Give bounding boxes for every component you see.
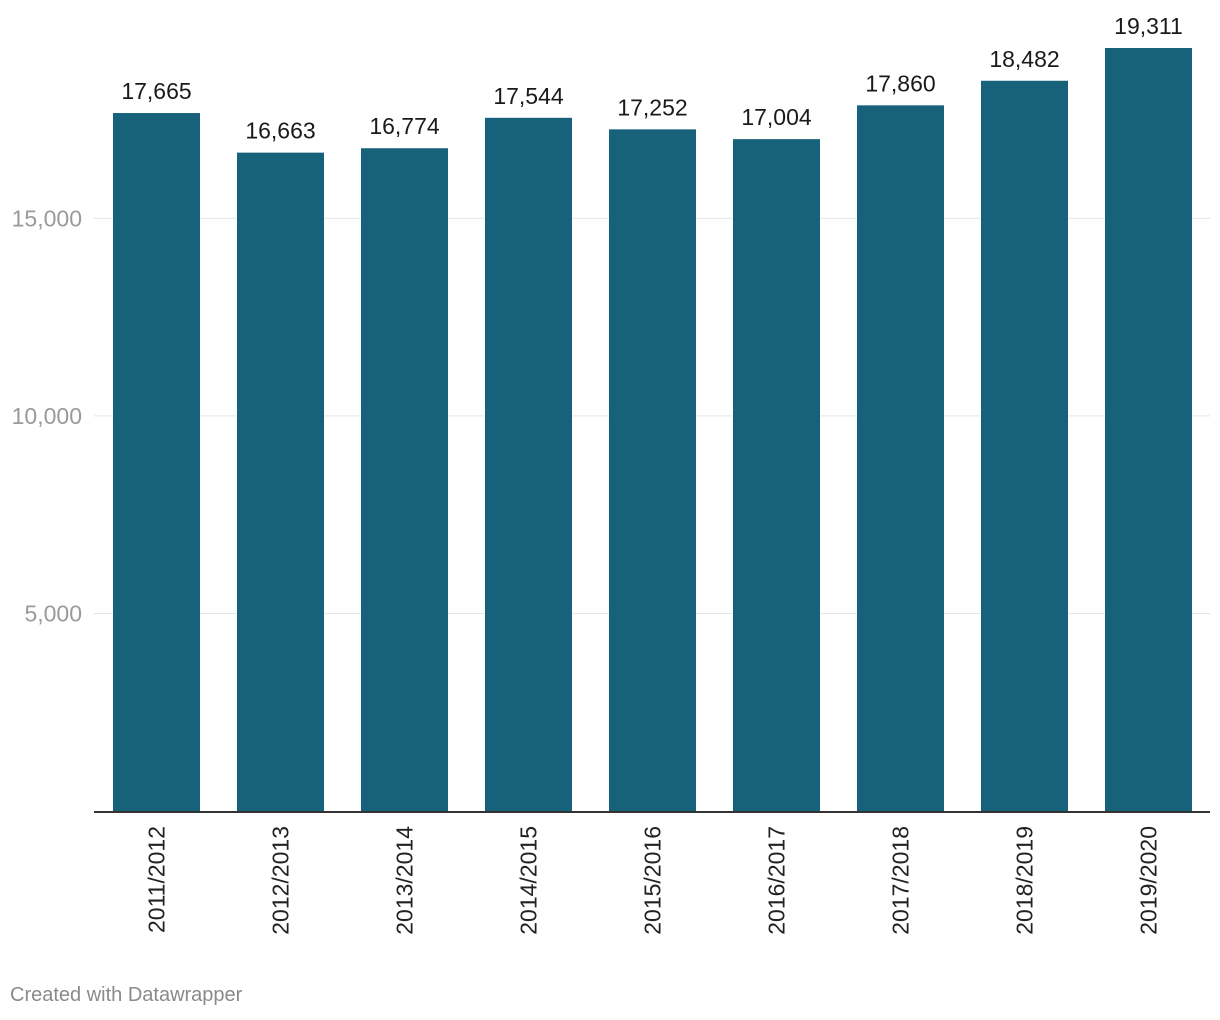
value-label: 17,665 xyxy=(121,78,191,104)
x-tick-label: 2015/2016 xyxy=(640,826,666,935)
x-tick-label: 2018/2019 xyxy=(1012,826,1038,935)
x-tick-label: 2012/2013 xyxy=(268,826,294,935)
y-tick-label: 10,000 xyxy=(12,403,82,429)
x-tick-label: 2017/2018 xyxy=(888,826,914,935)
bar xyxy=(857,105,944,812)
y-tick-label: 5,000 xyxy=(24,600,82,626)
x-tick-label: 2019/2020 xyxy=(1136,826,1162,935)
x-tick-label: 2016/2017 xyxy=(764,826,790,935)
value-label: 17,544 xyxy=(493,83,564,109)
bars xyxy=(113,48,1192,812)
bar xyxy=(733,139,820,812)
bar xyxy=(609,129,696,812)
x-tick-label: 2013/2014 xyxy=(392,826,418,935)
bar xyxy=(361,148,448,811)
x-axis-tick-labels: 2011/2012 2012/2013 2013/2014 2014/2015 2015… xyxy=(144,826,1162,935)
datawrapper-credit: Created with Datawrapper xyxy=(10,984,243,1006)
bar xyxy=(113,113,200,811)
value-label: 19,311 xyxy=(1114,13,1183,39)
bar xyxy=(981,80,1068,811)
bar xyxy=(237,152,324,811)
value-label: 17,252 xyxy=(617,94,687,120)
bar xyxy=(1105,48,1192,811)
x-tick-label: 2011/2012 xyxy=(144,826,170,933)
value-label: 16,663 xyxy=(245,118,315,144)
y-tick-label: 15,000 xyxy=(12,205,82,231)
bar xyxy=(485,117,572,811)
value-labels: 17,665 16,663 16,774 17,544 17,252 17,004 17,8… xyxy=(121,13,1183,144)
bar-chart: 5,000 10,000 15,000 17,665 16,663 16,774 17,5… xyxy=(12,13,1210,935)
x-tick-label: 2014/2015 xyxy=(516,826,542,935)
value-label: 18,482 xyxy=(989,46,1059,72)
value-label: 16,774 xyxy=(369,113,440,139)
value-label: 17,004 xyxy=(741,104,812,130)
value-label: 17,860 xyxy=(865,70,935,96)
